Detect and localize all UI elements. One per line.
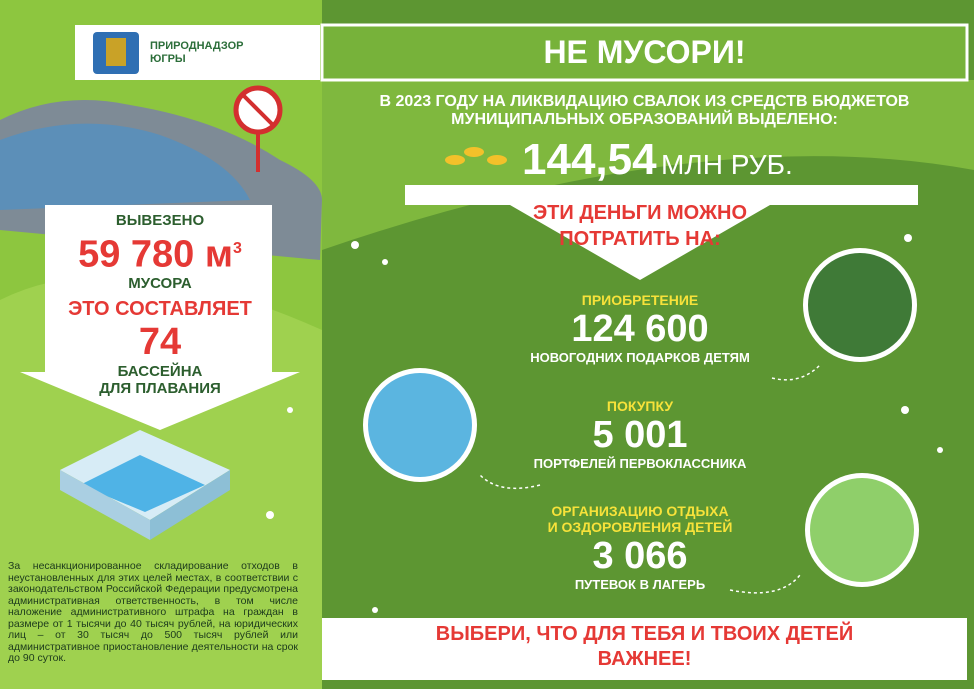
- budget-line: МУНИЦИПАЛЬНЫХ ОБРАЗОВАНИЙ ВЫДЕЛЕНО:: [451, 111, 838, 128]
- item: ОРГАНИЗАЦИЮ ОТДЫХА И ОЗДОРОВЛЕНИЯ ДЕТЕЙ …: [500, 503, 780, 592]
- volume: 59 780: [78, 233, 195, 276]
- item-label: ПОКУПКУ: [606, 398, 674, 414]
- waste-equals: ЭТО СОСТАВЛЯЕТ: [68, 297, 252, 320]
- budget-amount: 144,54 МЛН РУБ.: [522, 135, 793, 185]
- item: ПОКУПКУ 5 001 ПОРТФЕЛЕЙ ПЕРВОКЛАССНИКА: [500, 398, 780, 471]
- item-desc: НОВОГОДНИХ ПОДАРКОВ ДЕТЯМ: [530, 350, 750, 365]
- item-desc: ПОРТФЕЛЕЙ ПЕРВОКЛАССНИКА: [533, 456, 747, 471]
- volume-unit: м: [204, 233, 233, 276]
- amount-unit: МЛН РУБ.: [661, 149, 793, 180]
- item-value: 5 001: [592, 414, 688, 456]
- pools-text: ДЛЯ ПЛАВАНИЯ: [99, 379, 221, 397]
- footnote: За несанкционированное складирование отх…: [8, 560, 298, 664]
- waste-label: МУСОРА: [128, 274, 192, 292]
- item-label: ОРГАНИЗАЦИЮ ОТДЫХА: [551, 503, 729, 519]
- pools-text: БАССЕЙНА: [117, 362, 203, 380]
- spend-heading: ЭТИ ДЕНЬГИ МОЖНО ПОТРАТИТЬ НА:: [505, 200, 775, 252]
- budget-line: В 2023 ГОДУ НА ЛИКВИДАЦИЮ СВАЛОК ИЗ СРЕД…: [379, 93, 910, 110]
- item-label: ПРИОБРЕТЕНИЕ: [581, 292, 699, 308]
- amount: 144,54: [522, 135, 657, 184]
- item-value: 124 600: [571, 308, 709, 350]
- item: ПРИОБРЕТЕНИЕ 124 600 НОВОГОДНИХ ПОДАРКОВ…: [500, 292, 780, 365]
- heading-line: ЭТИ ДЕНЬГИ МОЖНО: [532, 202, 748, 224]
- waste-block: ВЫВЕЗЕНО 59 780 м3 МУСОРА ЭТО СОСТАВЛЯЕТ…: [30, 212, 290, 397]
- waste-label: ВЫВЕЗЕНО: [115, 212, 205, 229]
- waste-volume: 59 780 м3: [30, 229, 290, 275]
- pools: 74: [138, 320, 182, 363]
- footer-line: ВЫБЕРИ, ЧТО ДЛЯ ТЕБЯ И ТВОИХ ДЕТЕЙ: [435, 623, 854, 645]
- budget-text: В 2023 ГОДУ НА ЛИКВИДАЦИЮ СВАЛОК ИЗ СРЕД…: [322, 93, 967, 129]
- item-desc: ПУТЕВОК В ЛАГЕРЬ: [574, 577, 706, 592]
- volume-power: 3: [233, 240, 242, 257]
- footer-line: ВАЖНЕЕ!: [597, 648, 692, 670]
- org-line: ПРИРОДНАДЗОР: [150, 40, 244, 52]
- heading-line: ПОТРАТИТЬ НА:: [559, 228, 721, 250]
- item-value: 3 066: [592, 535, 688, 577]
- org-name: ПРИРОДНАДЗОР ЮГРЫ: [150, 40, 244, 66]
- title: НЕ МУСОРИ!: [543, 34, 746, 70]
- footer: ВЫБЕРИ, ЧТО ДЛЯ ТЕБЯ И ТВОИХ ДЕТЕЙ ВАЖНЕ…: [322, 622, 967, 672]
- item-label: И ОЗДОРОВЛЕНИЯ ДЕТЕЙ: [547, 519, 733, 535]
- org-line: ЮГРЫ: [150, 53, 186, 65]
